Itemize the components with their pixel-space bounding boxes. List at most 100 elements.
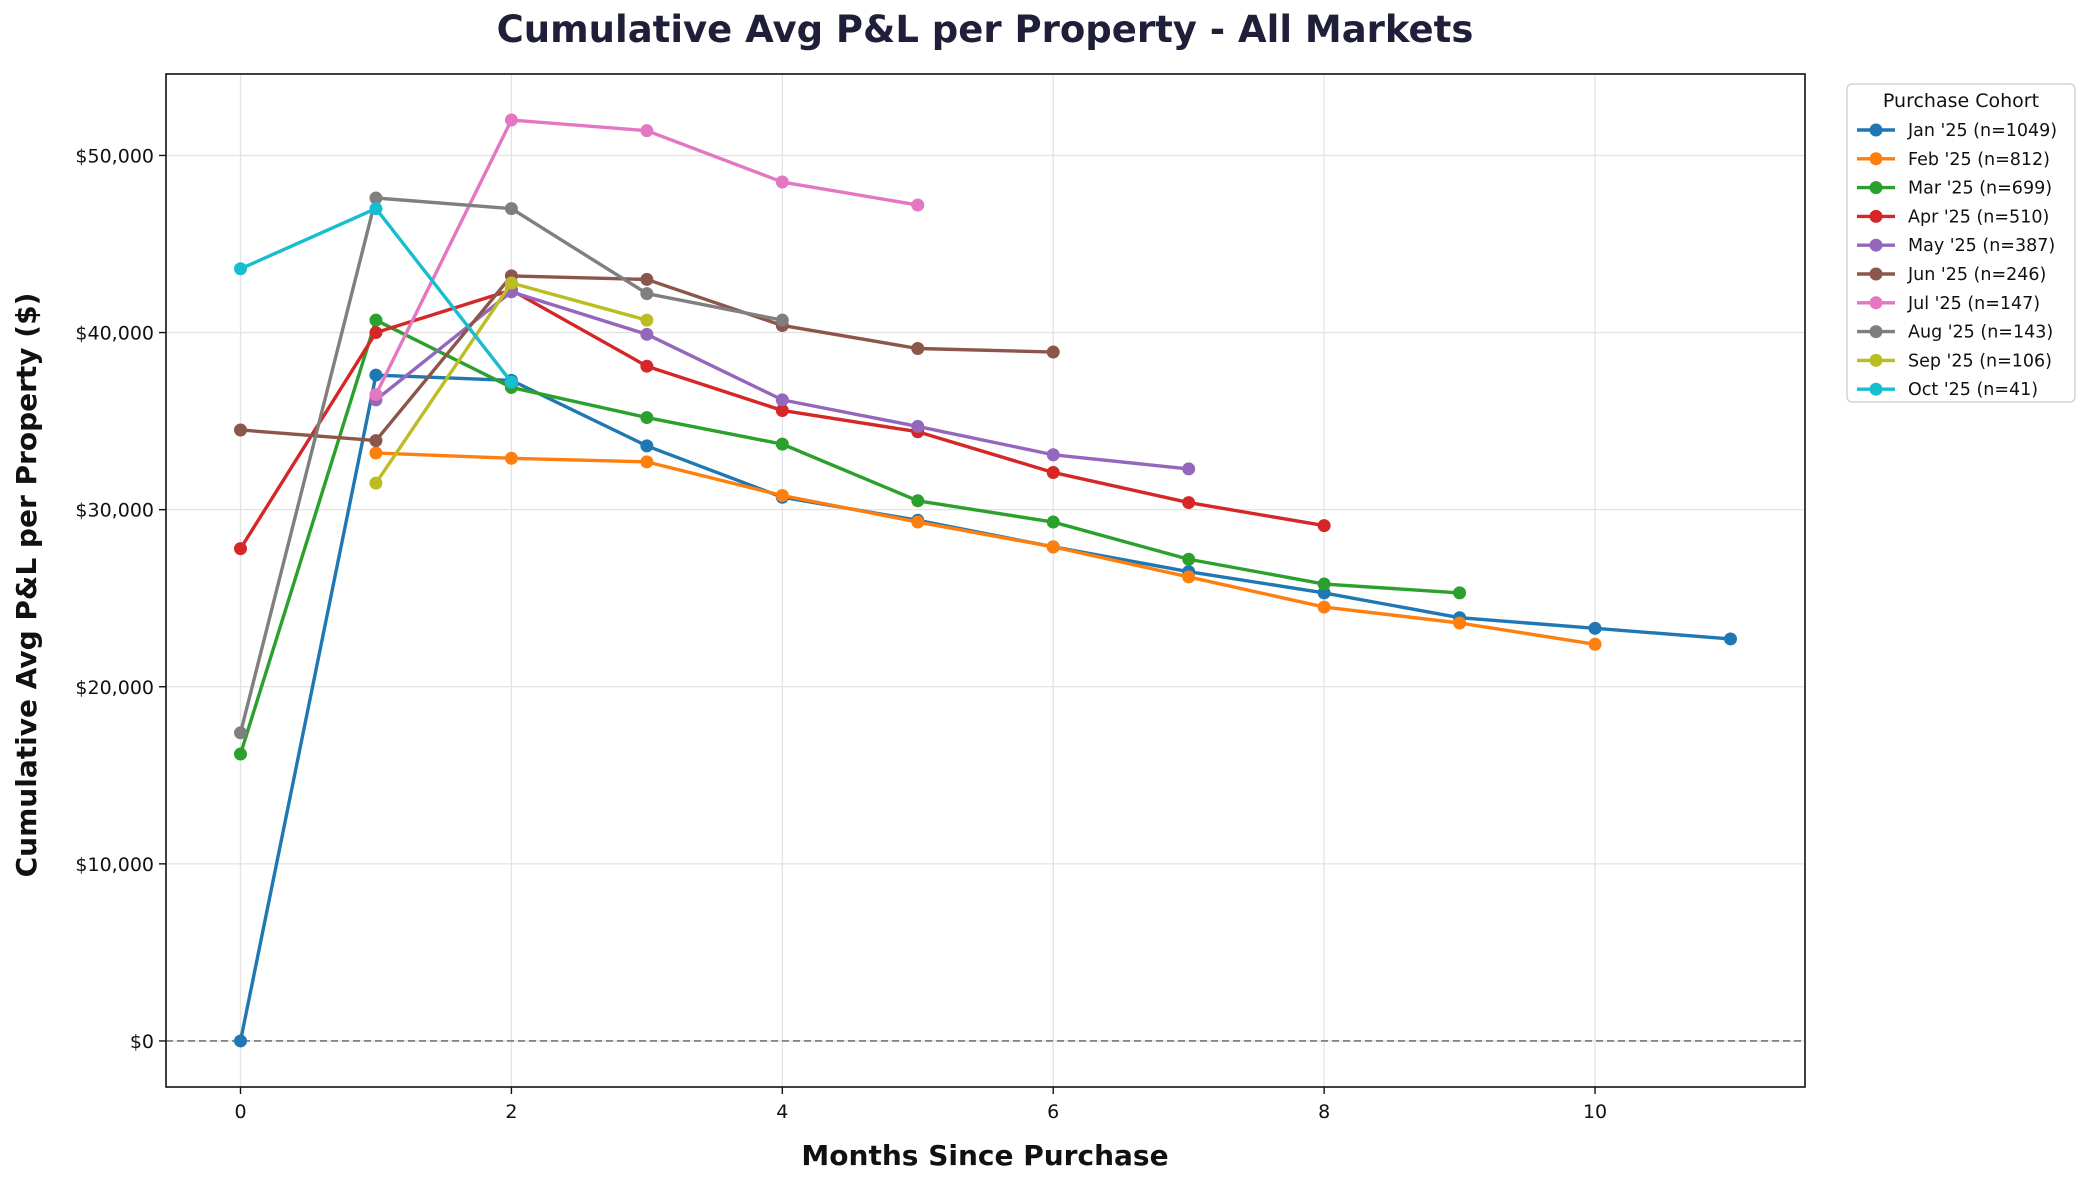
axis-ticks: 0 2 4 6 8 10 $0 $10,000 $20,000 $30,000 $40,000 $50… [75,145,1607,1123]
y-tick-label: $0 [130,1031,154,1053]
y-axis-label: Cumulative Avg P&L per Property ($) [10,293,43,878]
x-tick-label: 8 [1318,1101,1330,1123]
data-point [911,198,925,212]
series-group [369,276,654,490]
x-tick-label: 2 [505,1101,517,1123]
data-point [775,313,789,327]
x-tick-label: 4 [776,1101,788,1123]
data-point [640,124,654,138]
data-point [1046,515,1060,529]
y-tick-label: $20,000 [75,677,154,699]
data-point [1046,540,1060,554]
data-point [1182,496,1196,510]
data-point [1588,621,1602,635]
data-point [369,202,383,216]
data-point [640,411,654,425]
legend-entry-label: Apr '25 (n=510) [1908,207,2049,227]
x-tick-label: 6 [1047,1101,1059,1123]
series-group [369,285,1196,476]
legend-entry-label: Feb '25 (n=812) [1908,150,2050,170]
data-point [369,446,383,460]
data-point [369,313,383,327]
data-point [1588,637,1602,651]
legend-box [1846,83,2076,403]
legend-marker [1869,209,1883,223]
data-point [234,1034,247,1048]
data-point [1317,519,1331,533]
data-point [504,276,518,290]
y-tick-label: $10,000 [75,854,154,876]
x-axis-label: Months Since Purchase [801,1139,1168,1172]
data-point [775,175,789,189]
legend-marker [1869,123,1883,137]
legend-entry-label: Mar '25 (n=699) [1908,179,2052,199]
plot-frame [165,73,1806,1088]
data-point [234,726,247,740]
chart-title: Cumulative Avg P&L per Property - All Ma… [497,8,1474,51]
series-group [369,446,1602,651]
legend-marker [1869,296,1883,310]
y-tick-label: $50,000 [75,145,154,167]
data-point [504,202,518,216]
data-point [369,368,383,382]
legend-marker [1869,238,1883,252]
series-group [234,191,789,740]
legend: Purchase Cohort Jan '25 (n=1049) Feb '25 … [1846,83,2076,403]
data-point [234,747,247,761]
legend-entry-label: May '25 (n=387) [1908,236,2055,256]
data-point [640,287,654,301]
legend-marker [1869,353,1883,367]
series-group [234,202,518,389]
legend-marker [1869,152,1883,166]
data-point [775,437,789,451]
series-line [374,451,1597,646]
legend-entry-label: Aug '25 (n=143) [1908,323,2053,343]
data-point [1046,465,1060,479]
data-point [369,434,383,448]
data-point [1724,632,1737,646]
data-point [911,342,925,356]
legend-marker [1869,181,1883,195]
data-point [640,272,654,286]
y-tick-label: $40,000 [75,323,154,345]
legend-marker [1869,267,1883,281]
legend-entry-label: Jun '25 (n=246) [1907,265,2046,285]
y-tick-label: $30,000 [75,500,154,522]
data-point [775,403,789,417]
data-point [369,191,383,205]
data-point [234,262,247,276]
series-group [369,113,925,402]
data-point [911,419,925,433]
series-line [238,318,1462,756]
data-point [504,375,518,389]
data-point [775,393,789,407]
data-point [1182,570,1196,584]
x-tick-label: 0 [234,1101,246,1123]
data-point [1317,577,1331,591]
data-point [640,313,654,327]
data-point [1046,448,1060,462]
data-point [234,423,247,437]
data-point [640,327,654,341]
legend-entry-label: Sep '25 (n=106) [1908,351,2052,371]
data-point [640,439,654,453]
data-point [504,451,518,465]
data-point [369,388,383,402]
legend-title: Purchase Cohort [1883,90,2039,112]
data-point [1046,345,1060,359]
data-point [911,515,925,529]
data-point [1182,462,1196,476]
legend-entry-label: Jan '25 (n=1049) [1907,121,2057,141]
data-point [911,494,925,508]
data-point [234,542,247,556]
series-lines [234,113,1737,1048]
data-point [1453,616,1467,630]
legend-marker [1869,382,1883,396]
data-point [1182,552,1196,566]
x-tick-label: 10 [1583,1101,1607,1123]
legend-entry-label: Jul '25 (n=147) [1907,294,2040,314]
legend-entry-label: Oct '25 (n=41) [1908,380,2038,400]
data-point [369,476,383,490]
data-point [1453,586,1467,600]
